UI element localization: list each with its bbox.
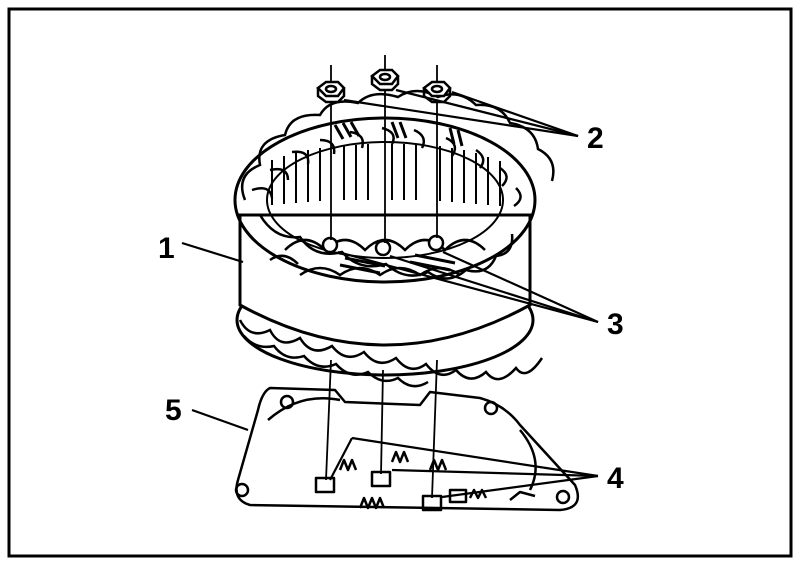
retaining-nuts <box>316 68 452 104</box>
callout-2-nuts: 2 <box>587 122 604 155</box>
diagram-frame <box>7 7 793 558</box>
stud-centerlines <box>325 55 438 499</box>
callout-4-rectifier-terminals: 4 <box>607 462 624 495</box>
callout-3-stator-leads: 3 <box>607 308 624 341</box>
rectifier-housing <box>234 386 580 512</box>
callout-1-stator: 1 <box>158 232 175 265</box>
leader-lines <box>181 88 599 499</box>
stator <box>233 89 555 388</box>
callout-5-housing: 5 <box>165 394 182 427</box>
